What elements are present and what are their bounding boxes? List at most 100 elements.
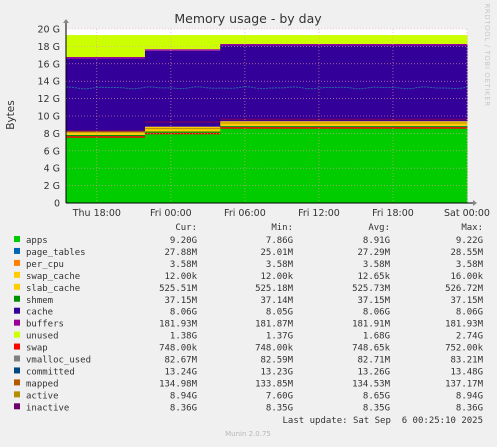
legend-cur: 37.15M [164,296,197,306]
x-tick-label: Sat 00:00 [444,208,490,219]
legend-row-swap: swap 748.00k 748.00k 748.65k 752.00k [14,343,484,354]
legend-name: per_cpu [26,260,64,270]
legend-row-mapped: mapped 134.98M 133.85M 134.53M 137.17M [14,379,484,389]
unused-area-0 [66,35,146,58]
legend-header: Max: [461,223,483,233]
legend-row-apps: apps 9.20G 7.86G 8.91G 9.22G [14,236,483,246]
legend-min: 181.87M [255,320,294,330]
legend-cur: 8.94G [170,391,197,401]
legend-max: 83.21M [450,356,483,366]
cache-area-0 [66,58,146,131]
legend-name: unused [26,332,59,342]
legend-avg: 134.53M [352,379,391,389]
legend-name: swap_cache [26,272,80,282]
legend-max: 28.55M [450,248,483,258]
legend-avg: 1.68G [363,332,390,342]
legend-min: 7.86G [266,236,293,246]
x-tick-label: Fri 12:00 [298,208,340,219]
legend-min: 25.01M [260,248,293,258]
legend-cur: 12.00k [164,272,197,282]
slab-cache-area-2 [220,121,468,126]
legend-name: buffers [26,320,64,330]
buffers-area-0 [66,57,146,59]
legend-row-per_cpu: per_cpu 3.58M 3.58M 3.58M 3.58M [14,259,484,270]
legend-min: 37.14M [260,296,293,306]
legend-swatch [14,247,20,254]
y-tick-label: 16 G [38,59,60,70]
legend-avg: 27.29M [357,248,390,258]
legend-cur: 1.38G [170,332,197,342]
legend: Cur: Min: Avg: Max: apps 9.20G 7.86G 8.91G 9.22G… [14,223,484,413]
legend-swatch [14,295,20,302]
y-axis-label: Bytes [5,100,17,129]
unused-area-2 [220,35,468,44]
legend-avg: 37.15M [357,296,390,306]
legend-max: 13.48G [450,367,483,377]
unused-area-1 [144,35,221,50]
last-update: Last update: Sat Sep 6 00:25:10 2025 [283,416,483,426]
legend-avg: 8.06G [363,308,390,318]
legend-max: 752.00k [445,344,484,354]
legend-min: 8.35G [266,403,293,413]
legend-cur: 525.51M [159,284,198,294]
legend-name: mapped [26,379,59,389]
y-tick-label: 18 G [38,42,60,53]
legend-min: 7.60G [266,391,293,401]
y-tick-label: 20 G [38,25,60,36]
legend-header: Avg: [368,223,390,233]
legend-name: shmem [26,296,53,306]
legend-name: vmalloc_used [26,356,91,366]
legend-cur: 82.67M [164,356,197,366]
legend-swatch [14,331,20,338]
y-tick-label: 10 G [38,112,60,123]
legend-swatch [14,379,20,386]
x-tick-label: Fri 06:00 [224,208,266,219]
committed-line [65,86,468,90]
y-tick-label: 14 G [38,77,60,88]
legend-max: 8.94G [456,391,483,401]
buffers-area-1 [144,49,221,51]
legend-name: apps [26,236,48,246]
legend-row-cache: cache 8.06G 8.05G 8.06G 8.06G [14,307,483,318]
legend-min: 3.58M [266,260,294,270]
legend-max: 181.93M [445,320,484,330]
legend-cur: 134.98M [159,379,198,389]
legend-avg: 3.58M [363,260,391,270]
legend-max: 8.06G [456,308,483,318]
legend-avg: 8.91G [363,236,390,246]
y-axis-arrow [63,19,69,23]
legend-swatch [14,343,20,350]
legend-min: 748.00k [255,344,294,354]
legend-row-active: active 8.94G 7.60G 8.65G 8.94G [14,391,483,401]
legend-swatch [14,391,20,398]
legend-name: committed [26,367,75,377]
apps-area-2 [220,126,468,203]
legend-min: 133.85M [255,379,294,389]
legend-name: page_tables [26,248,86,258]
shmem-area-2 [220,125,468,127]
legend-max: 9.22G [456,236,483,246]
legend-cur: 27.88M [164,248,197,258]
legend-cur: 13.24G [164,367,197,377]
legend-min: 1.37G [266,332,293,342]
legend-name: active [26,391,59,401]
legend-header: Min: [271,223,293,233]
legend-row-buffers: buffers 181.93M 181.87M 181.91M 181.93M [14,319,484,330]
legend-name: slab_cache [26,284,80,294]
y-tick-label: 6 G [44,146,60,157]
legend-cur: 8.06G [170,308,197,318]
legend-avg: 8.65G [363,391,390,401]
legend-cur: 8.36G [170,403,197,413]
legend-row-page_tables: page_tables 27.88M 25.01M 27.29M 28.55M [14,247,484,258]
buffers-area-2 [220,43,468,46]
y-tick-label: 0 [54,199,60,210]
legend-min: 82.59M [260,356,293,366]
legend-max: 526.72M [445,284,484,294]
legend-avg: 181.91M [352,320,391,330]
plot-area: 0 2 G 4 G 6 G 8 G 10 G 12 G 14 G 16 G 18 G 20 G Thu… [38,19,490,219]
legend-swatch [14,271,20,278]
chart-title: Memory usage - by day [174,11,322,26]
shmem-area-0 [66,134,146,137]
